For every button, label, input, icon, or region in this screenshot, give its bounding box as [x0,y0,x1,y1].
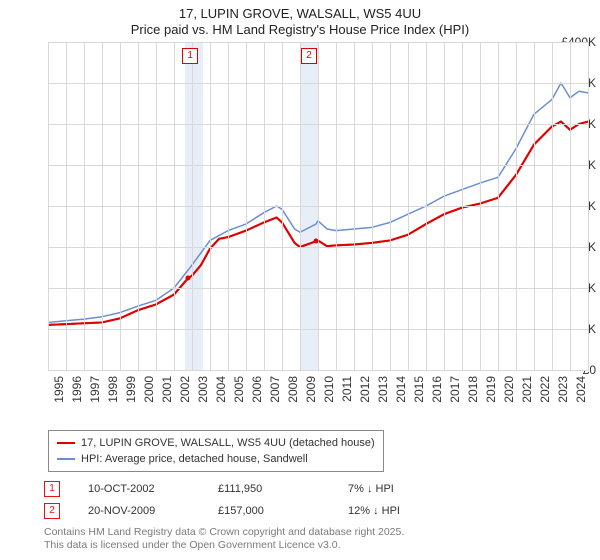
x-tick-label: 2008 [286,376,300,403]
x-tick-label: 2013 [376,376,390,403]
grid-line-v [138,42,139,370]
sale-marker-box: 2 [301,48,317,64]
grid-line-v [534,42,535,370]
x-tick-label: 2019 [484,376,498,403]
legend-item: 17, LUPIN GROVE, WALSALL, WS5 4UU (detac… [57,435,375,451]
sales-row-marker: 1 [44,481,60,497]
page: 17, LUPIN GROVE, WALSALL, WS5 4UU Price … [0,0,600,560]
x-tick-label: 2003 [196,376,210,403]
x-tick-label: 2004 [214,376,228,403]
x-tick-label: 2006 [250,376,264,403]
legend-swatch [57,458,75,460]
grid-line-v [498,42,499,370]
sales-table-row: 1 10-OCT-2002£111,9507% ↓ HPI [44,478,574,500]
x-tick-label: 2014 [394,376,408,403]
x-tick-label: 2016 [430,376,444,403]
grid-line-v [210,42,211,370]
x-tick-label: 1996 [70,376,84,403]
grid-line-v [246,42,247,370]
grid-line-v [462,42,463,370]
x-tick-label: 2020 [502,376,516,403]
x-tick-label: 2000 [142,376,156,403]
grid-line-v [570,42,571,370]
grid-line-v [84,42,85,370]
legend-swatch [57,442,75,444]
grid-line-v [48,42,49,370]
grid-line-v [318,42,319,370]
sale-marker-dot [314,239,319,244]
grid-line-v [516,42,517,370]
x-tick-label: 2001 [160,376,174,403]
sales-row-price: £111,950 [218,483,348,495]
copyright: Contains HM Land Registry data © Crown c… [44,526,404,552]
x-tick-label: 2023 [556,376,570,403]
grid-line-v [282,42,283,370]
sales-row-date: 10-OCT-2002 [88,483,218,495]
sales-row-delta: 7% ↓ HPI [348,483,468,495]
grid-line-v [444,42,445,370]
grid-line-v [552,42,553,370]
grid-line-v [228,42,229,370]
x-tick-label: 2022 [538,376,552,403]
grid-line-v [372,42,373,370]
grid-line-v [390,42,391,370]
grid-line-v [588,42,589,370]
grid-line-v [156,42,157,370]
sales-row-date: 20-NOV-2009 [88,505,218,517]
x-tick-label: 2007 [268,376,282,403]
grid-line-v [264,42,265,370]
grid-line-v [480,42,481,370]
plot-area: 12 [48,42,588,370]
sales-row-price: £157,000 [218,505,348,517]
grid-line-v [66,42,67,370]
x-tick-label: 2005 [232,376,246,403]
grid-line-v [426,42,427,370]
x-tick-label: 2017 [448,376,462,403]
grid-line-v [102,42,103,370]
sale-marker-box: 1 [182,48,198,64]
x-tick-label: 2010 [322,376,336,403]
x-tick-label: 1998 [106,376,120,403]
grid-line-v [192,42,193,370]
x-tick-label: 2009 [304,376,318,403]
grid-line-v [174,42,175,370]
title-block: 17, LUPIN GROVE, WALSALL, WS5 4UU Price … [0,0,600,37]
x-tick-label: 2024 [574,376,588,403]
x-tick-label: 2002 [178,376,192,403]
copyright-line-1: Contains HM Land Registry data © Crown c… [44,526,404,539]
grid-line-v [120,42,121,370]
x-tick-label: 2012 [358,376,372,403]
legend-label: 17, LUPIN GROVE, WALSALL, WS5 4UU (detac… [81,435,375,451]
legend-item: HPI: Average price, detached house, Sand… [57,451,375,467]
grid-line-v [336,42,337,370]
sales-row-marker: 2 [44,503,60,519]
x-tick-label: 2021 [520,376,534,403]
title-line-2: Price paid vs. HM Land Registry's House … [0,22,600,37]
x-tick-label: 1997 [88,376,102,403]
x-tick-label: 1999 [124,376,138,403]
grid-line-v [408,42,409,370]
x-tick-label: 1995 [52,376,66,403]
grid-line-v [300,42,301,370]
legend-label: HPI: Average price, detached house, Sand… [81,451,308,467]
sale-marker-dot [186,276,191,281]
sales-row-delta: 12% ↓ HPI [348,505,468,517]
legend: 17, LUPIN GROVE, WALSALL, WS5 4UU (detac… [48,430,384,472]
x-tick-label: 2011 [340,376,354,402]
grid-line-h [48,370,588,371]
title-line-1: 17, LUPIN GROVE, WALSALL, WS5 4UU [0,6,600,21]
chart: £0£50K£100K£150K£200K£250K£300K£350K£400… [0,38,600,423]
copyright-line-2: This data is licensed under the Open Gov… [44,539,404,552]
x-tick-label: 2018 [466,376,480,403]
x-tick-label: 2015 [412,376,426,403]
sales-table: 1 10-OCT-2002£111,9507% ↓ HPI 2 20-NOV-2009… [44,478,574,522]
grid-line-v [354,42,355,370]
sales-table-row: 2 20-NOV-2009£157,00012% ↓ HPI [44,500,574,522]
